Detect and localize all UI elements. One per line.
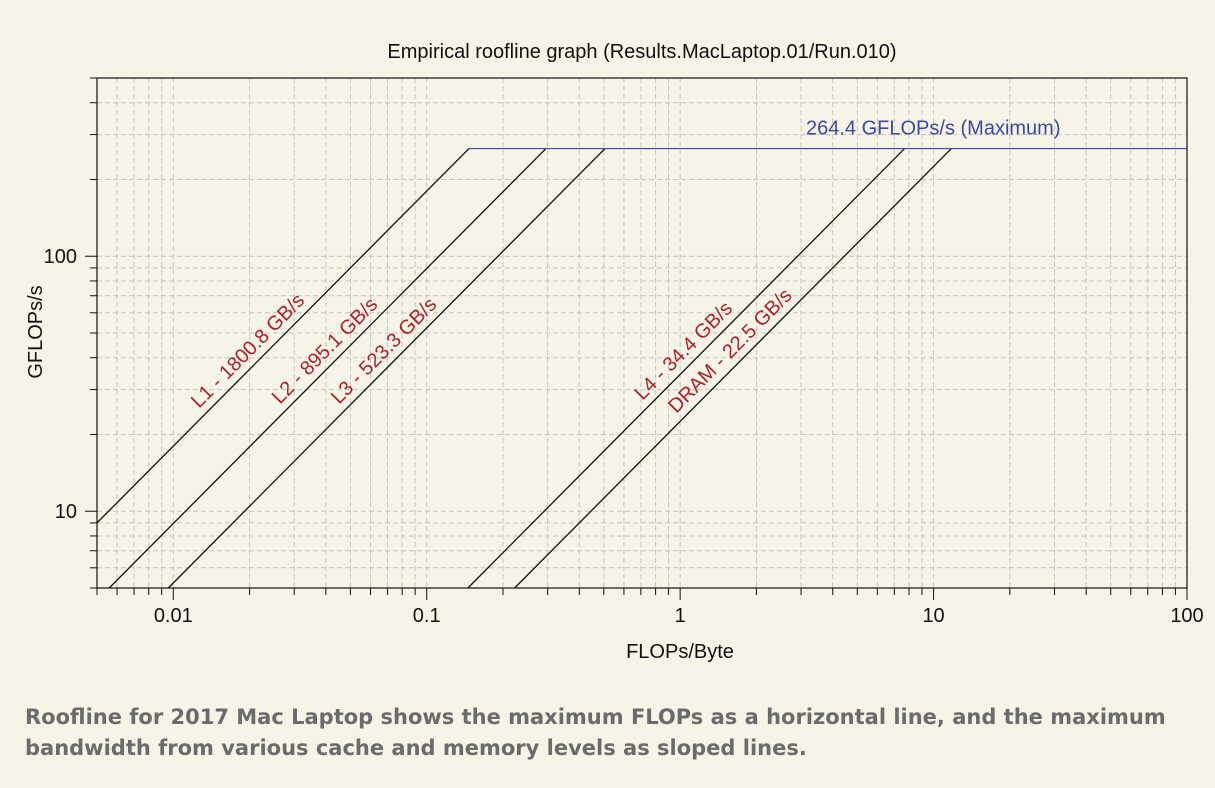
bandwidth-roofline (467, 148, 906, 589)
bandwidth-roofline (108, 148, 547, 589)
y-tick-label: 10 (55, 501, 77, 523)
chart-title: Empirical roofline graph (Results.MacLap… (387, 41, 896, 63)
figure-caption: Roofline for 2017 Mac Laptop shows the m… (25, 705, 1166, 760)
y-axis-label: GFLOPs/s (25, 285, 47, 378)
axis-ticks: 0.01 0.1 1 10 100 10 100 (44, 77, 1204, 627)
bandwidth-roofline (514, 148, 952, 589)
x-tick-label: 1 (675, 605, 686, 627)
roofline-series (96, 148, 1187, 589)
x-tick-label: 0.1 (413, 605, 441, 627)
peak-flops-label: 264.4 GFLOPs/s (Maximum) (806, 118, 1061, 140)
x-tick-label: 0.01 (154, 605, 193, 627)
x-tick-label: 10 (922, 605, 944, 627)
x-axis-label: FLOPs/Byte (626, 641, 734, 663)
bandwidth-roofline (167, 148, 606, 589)
y-tick-label: 100 (44, 246, 77, 268)
bandwidth-roofline (96, 148, 470, 524)
roofline-chart: Empirical roofline graph (Results.MacLap… (25, 41, 1204, 663)
x-tick-label: 100 (1170, 605, 1203, 627)
grid (97, 78, 1187, 588)
